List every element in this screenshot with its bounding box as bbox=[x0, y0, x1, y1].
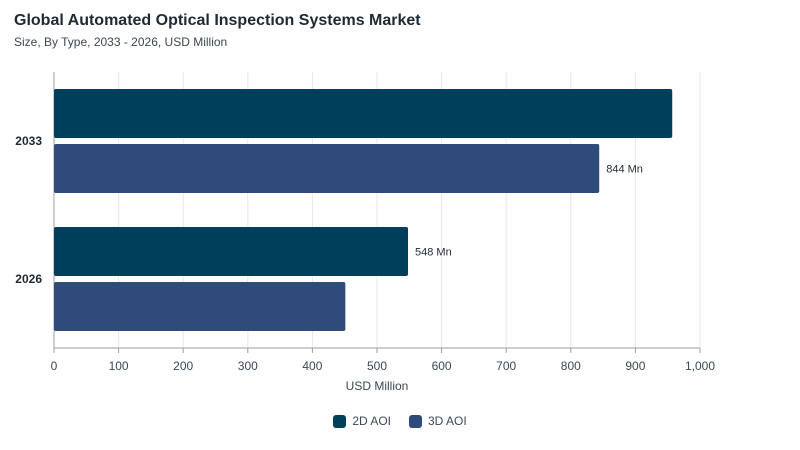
data-label: 548 Mn bbox=[415, 247, 452, 259]
x-tick-label: 100 bbox=[109, 359, 129, 373]
legend: 2D AOI 3D AOI bbox=[0, 414, 800, 428]
legend-swatch-2d-aoi bbox=[333, 414, 347, 428]
x-tick-label: 700 bbox=[496, 359, 516, 373]
x-tick-label: 1,000 bbox=[685, 359, 715, 373]
data-label: 844 Mn bbox=[606, 164, 643, 176]
category-label-2033: 2033 bbox=[15, 134, 42, 148]
category-label-2026: 2026 bbox=[15, 272, 42, 286]
x-axis-label: USD Million bbox=[346, 379, 409, 393]
legend-item-3d-aoi[interactable]: 3D AOI bbox=[409, 414, 467, 428]
x-tick-label: 200 bbox=[173, 359, 193, 373]
x-tick-label: 600 bbox=[432, 359, 452, 373]
x-tick-label: 300 bbox=[238, 359, 258, 373]
legend-label-2d-aoi: 2D AOI bbox=[352, 414, 391, 428]
x-tick-label: 0 bbox=[51, 359, 58, 373]
x-tick-label: 400 bbox=[302, 359, 322, 373]
bar-3d-aoi-2033 bbox=[54, 144, 600, 193]
x-tick-label: 800 bbox=[561, 359, 581, 373]
legend-item-2d-aoi[interactable]: 2D AOI bbox=[333, 414, 391, 428]
x-tick-label: 900 bbox=[625, 359, 645, 373]
bar-2d-aoi-2033 bbox=[54, 89, 673, 138]
legend-label-3d-aoi: 3D AOI bbox=[428, 414, 467, 428]
legend-swatch-3d-aoi bbox=[409, 414, 422, 428]
chart-subtitle: Size, By Type, 2033 - 2026, USD Million bbox=[14, 35, 228, 49]
x-tick-label: 500 bbox=[367, 359, 387, 373]
chart-title: Global Automated Optical Inspection Syst… bbox=[14, 12, 421, 29]
bar-3d-aoi-2026 bbox=[54, 282, 346, 331]
bar-2d-aoi-2026 bbox=[54, 227, 409, 276]
